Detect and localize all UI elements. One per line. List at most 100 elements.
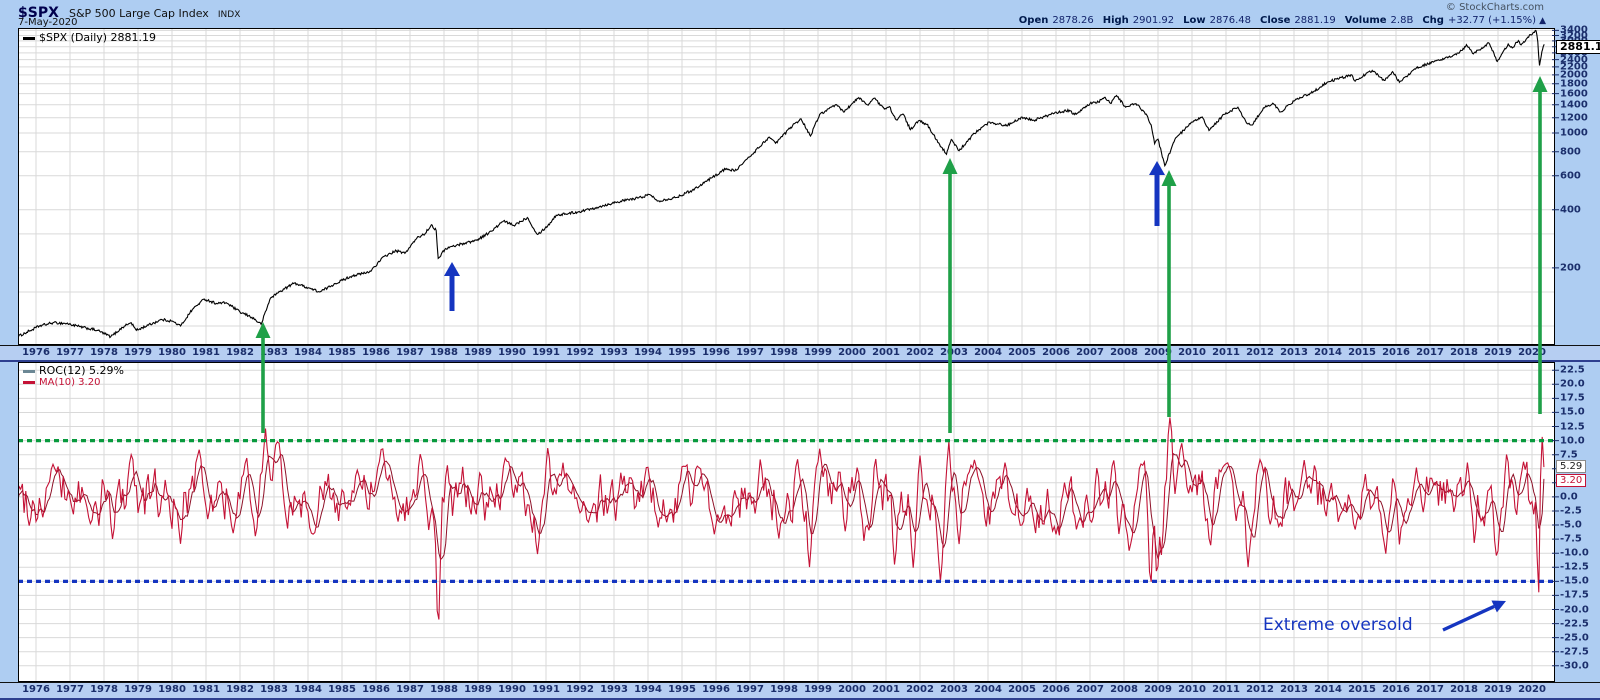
year-label: 2018 [1450, 684, 1478, 695]
y-axis-label: -20.0 [1560, 604, 1589, 615]
x-axis-strip-top: 1976 1977 1978 1979 1980 1981 1982 1983 1984 1985… [0, 345, 1600, 362]
y-axis-label: 12.5 [1560, 421, 1585, 433]
year-label: 2009 [1144, 684, 1172, 695]
year-label: 2013 [1280, 347, 1308, 358]
year-label: 2012 [1246, 347, 1274, 358]
panel-background [18, 28, 1555, 345]
y-axis-label: -22.5 [1560, 618, 1589, 630]
year-label: 1991 [532, 347, 560, 358]
year-label: 1985 [328, 684, 356, 695]
y-axis-label: -10.0 [1560, 547, 1589, 559]
year-label: 2007 [1076, 347, 1104, 358]
y-axis-label: 2200 [1560, 61, 1588, 73]
year-label: 1999 [804, 347, 832, 358]
year-label: 1982 [226, 347, 254, 358]
year-label: 2004 [974, 347, 1002, 358]
y-axis-label: 3200 [1560, 30, 1588, 41]
y-axis-label: 600 [1560, 170, 1581, 182]
year-label: 1988 [430, 684, 458, 695]
last-price-box: 2881.19 [1556, 40, 1600, 55]
year-label: 2020 [1518, 347, 1546, 358]
ma10-line [18, 452, 1545, 561]
year-label: 1983 [260, 684, 288, 695]
year-label: 2013 [1280, 684, 1308, 695]
year-label: 2004 [974, 684, 1002, 695]
year-label: 2019 [1484, 347, 1512, 358]
year-label: 2006 [1042, 347, 1070, 358]
y-axis-label: 10.0 [1560, 435, 1585, 447]
y-axis-label: -2.5 [1560, 505, 1582, 517]
year-label: 1980 [158, 684, 186, 695]
ma-value-box: 3.20 [1556, 474, 1587, 487]
year-label: 1990 [498, 347, 526, 358]
year-label: 2010 [1178, 347, 1206, 358]
year-label: 1987 [396, 347, 424, 358]
year-label: 1997 [736, 347, 764, 358]
y-axis-label: -30.0 [1560, 660, 1589, 672]
extreme-oversold-label: Extreme oversold [1263, 615, 1413, 635]
year-label: 1981 [192, 684, 220, 695]
y-axis-label: 1200 [1560, 112, 1588, 124]
quote-value: 2901.92 [1132, 15, 1175, 26]
year-label: 1977 [56, 684, 84, 695]
quote-label: Close [1260, 15, 1291, 26]
year-label: 2011 [1212, 684, 1240, 695]
year-label: 2002 [906, 684, 934, 695]
y-axis-label: 20.0 [1560, 378, 1585, 390]
year-label: 1979 [124, 347, 152, 358]
quote-label: Low [1183, 15, 1206, 26]
year-label: 2016 [1382, 347, 1410, 358]
year-label: 1993 [600, 347, 628, 358]
quote-value: 2876.48 [1209, 15, 1251, 26]
year-label: 1984 [294, 684, 322, 695]
year-label: 1993 [600, 684, 628, 695]
quote-label: Volume [1344, 15, 1387, 26]
roc-legend-text: ROC(12) 5.29% [39, 364, 125, 377]
ohlc-quote-line: Open 2878.26 High 2901.92 Low 2876.48 Close 288… [1010, 15, 1546, 26]
year-label: 2018 [1450, 347, 1478, 358]
y-axis-label: -5.0 [1560, 519, 1582, 531]
year-label: 1979 [124, 684, 152, 695]
year-label: 1998 [770, 684, 798, 695]
year-label: 2020 [1518, 684, 1546, 695]
year-label: 1981 [192, 347, 220, 358]
year-label: 1983 [260, 347, 288, 358]
ma-legend-text: MA(10) 3.20 [39, 377, 101, 388]
stockcharts-credit: © StockCharts.com [1445, 2, 1544, 13]
year-label: 2019 [1484, 684, 1512, 695]
index-name: S&P 500 Large Cap Index [68, 7, 209, 20]
roc-panel [18, 362, 1555, 682]
y-axis-label: 200 [1560, 262, 1581, 274]
year-label: 2009 [1144, 347, 1172, 358]
year-label: 2001 [872, 347, 900, 358]
price-panel [18, 28, 1555, 345]
y-axis-label: -15.0 [1560, 575, 1589, 587]
year-label: 1989 [464, 684, 492, 695]
year-label: 2008 [1110, 347, 1138, 358]
year-label: 1989 [464, 347, 492, 358]
quote-label: Open [1018, 15, 1049, 26]
year-label: 1985 [328, 347, 356, 358]
y-axis-label: 0.0 [1560, 491, 1578, 503]
year-label: 1977 [56, 347, 84, 358]
y-axis-label: 22.5 [1560, 364, 1585, 376]
year-label: 2015 [1348, 684, 1376, 695]
year-label: 2001 [872, 684, 900, 695]
quote-value: 2.8B [1390, 15, 1414, 26]
year-label: 2017 [1416, 684, 1444, 695]
roc-legend: ROC(12) 5.29% [23, 364, 124, 377]
y-axis-label: 1400 [1560, 99, 1588, 111]
y-axis-label: 2000 [1560, 69, 1588, 81]
year-label: 2008 [1110, 684, 1138, 695]
y-axis-label: 800 [1560, 146, 1581, 158]
y-axis-label: -27.5 [1560, 646, 1589, 658]
quote-value: +32.77 (+1.15%) [1447, 15, 1537, 26]
year-label: 1999 [804, 684, 832, 695]
ma-line-swatch [23, 380, 35, 384]
y-axis-label: 1800 [1560, 78, 1588, 90]
roc-line-swatch [23, 369, 35, 373]
year-label: 1996 [702, 347, 730, 358]
exchange-tag: INDX [217, 10, 241, 20]
year-label: 1990 [498, 684, 526, 695]
